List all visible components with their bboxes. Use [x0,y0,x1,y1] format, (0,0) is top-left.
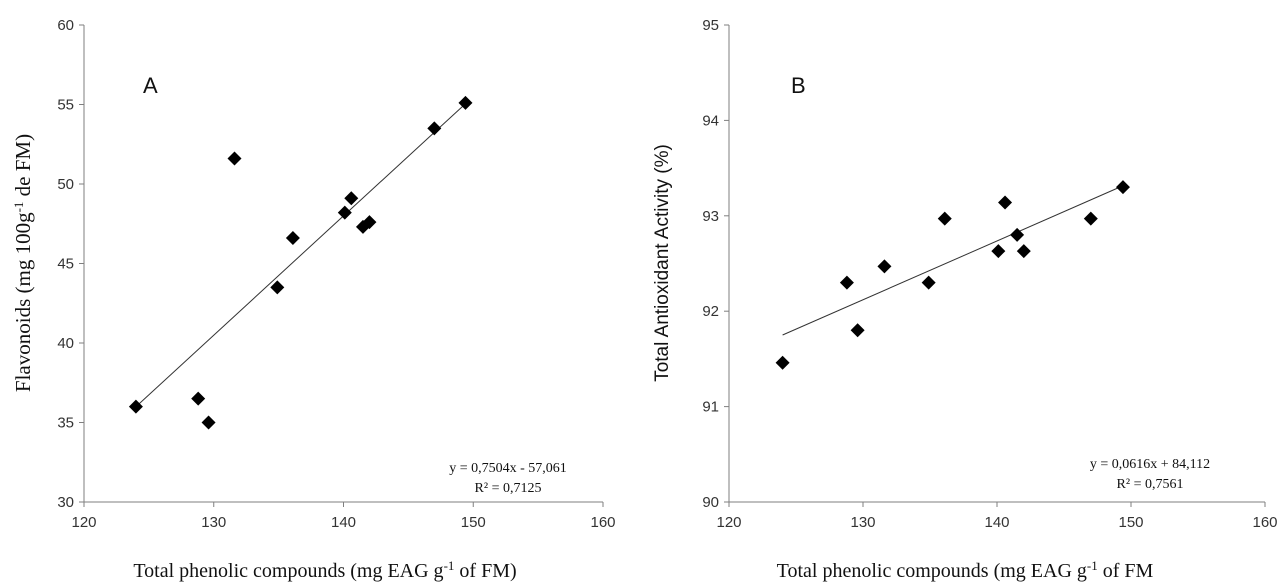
r2-label: R² = 0,7561 [1117,477,1184,492]
y-tick-label: 95 [702,17,719,34]
data-point [337,205,352,220]
data-point [362,215,377,230]
y-axis-title: Total Antioxidant Activity (%) [652,144,673,382]
data-point [775,355,790,370]
y-tick-label: 50 [57,176,74,193]
y-tick-label: 91 [702,399,719,416]
y-tick-label: 90 [702,494,719,511]
panel-b: 90 91 92 93 94 95 120 130 140 150 160 B y = 0,061… [652,17,1278,582]
x-tick-label: 150 [461,514,486,531]
y-tick-group: 90 91 92 93 94 95 [702,17,729,511]
data-point [998,195,1013,210]
y-tick-label: 93 [702,208,719,225]
y-tick-label: 94 [702,112,719,129]
data-point [128,399,143,414]
y-tick-label: 30 [57,494,74,511]
y-tick-label: 60 [57,17,74,34]
x-tick-label: 160 [1252,514,1277,531]
data-point [1016,244,1031,259]
y-tick-group: 30 35 40 45 50 55 60 [57,17,84,511]
trendline [135,103,466,408]
panel-label: B [791,73,806,98]
data-point [1115,180,1130,195]
data-point [270,280,285,295]
data-point [427,121,442,136]
x-tick-label: 120 [71,514,96,531]
data-point [839,275,854,290]
y-axis-title: Flavonoids (mg 100g-1 de FM) [11,134,36,392]
r2-label: R² = 0,7125 [475,481,542,496]
data-point [877,259,892,274]
data-points [128,95,473,430]
equation-label: y = 0,7504x - 57,061 [449,461,567,476]
y-tick-label: 45 [57,256,74,273]
y-tick-label: 92 [702,303,719,320]
data-point [344,191,359,206]
x-axis-title: Total phenolic compounds (mg EAG g-1 of … [133,558,516,583]
panel-label: A [143,73,158,98]
x-tick-label: 160 [590,514,615,531]
data-point [921,275,936,290]
data-point [1010,227,1025,242]
panel-a: 30 35 40 45 50 55 60 120 130 140 150 160 A y = 0,7… [11,17,616,582]
data-point [285,231,300,246]
x-tick-label: 140 [331,514,356,531]
x-axis-title: Total phenolic compounds (mg EAG g-1 of … [777,558,1154,583]
y-tick-label: 55 [57,97,74,114]
x-tick-label: 130 [201,514,226,531]
data-points [775,180,1130,370]
y-tick-label: 40 [57,335,74,352]
trendline [782,185,1124,336]
data-point [458,95,473,110]
data-point [850,323,865,338]
data-point [991,244,1006,259]
data-point [201,415,216,430]
equation-label: y = 0,0616x + 84,112 [1090,457,1210,472]
data-point [227,151,242,166]
x-tick-label: 140 [984,514,1009,531]
x-tick-label: 150 [1118,514,1143,531]
data-point [937,211,952,226]
y-tick-label: 35 [57,415,74,432]
data-point [1083,211,1098,226]
x-tick-group: 120 130 140 150 160 [716,502,1278,531]
x-tick-label: 120 [716,514,741,531]
x-tick-group: 120 130 140 150 160 [71,502,616,531]
data-point [191,391,206,406]
x-tick-label: 130 [850,514,875,531]
